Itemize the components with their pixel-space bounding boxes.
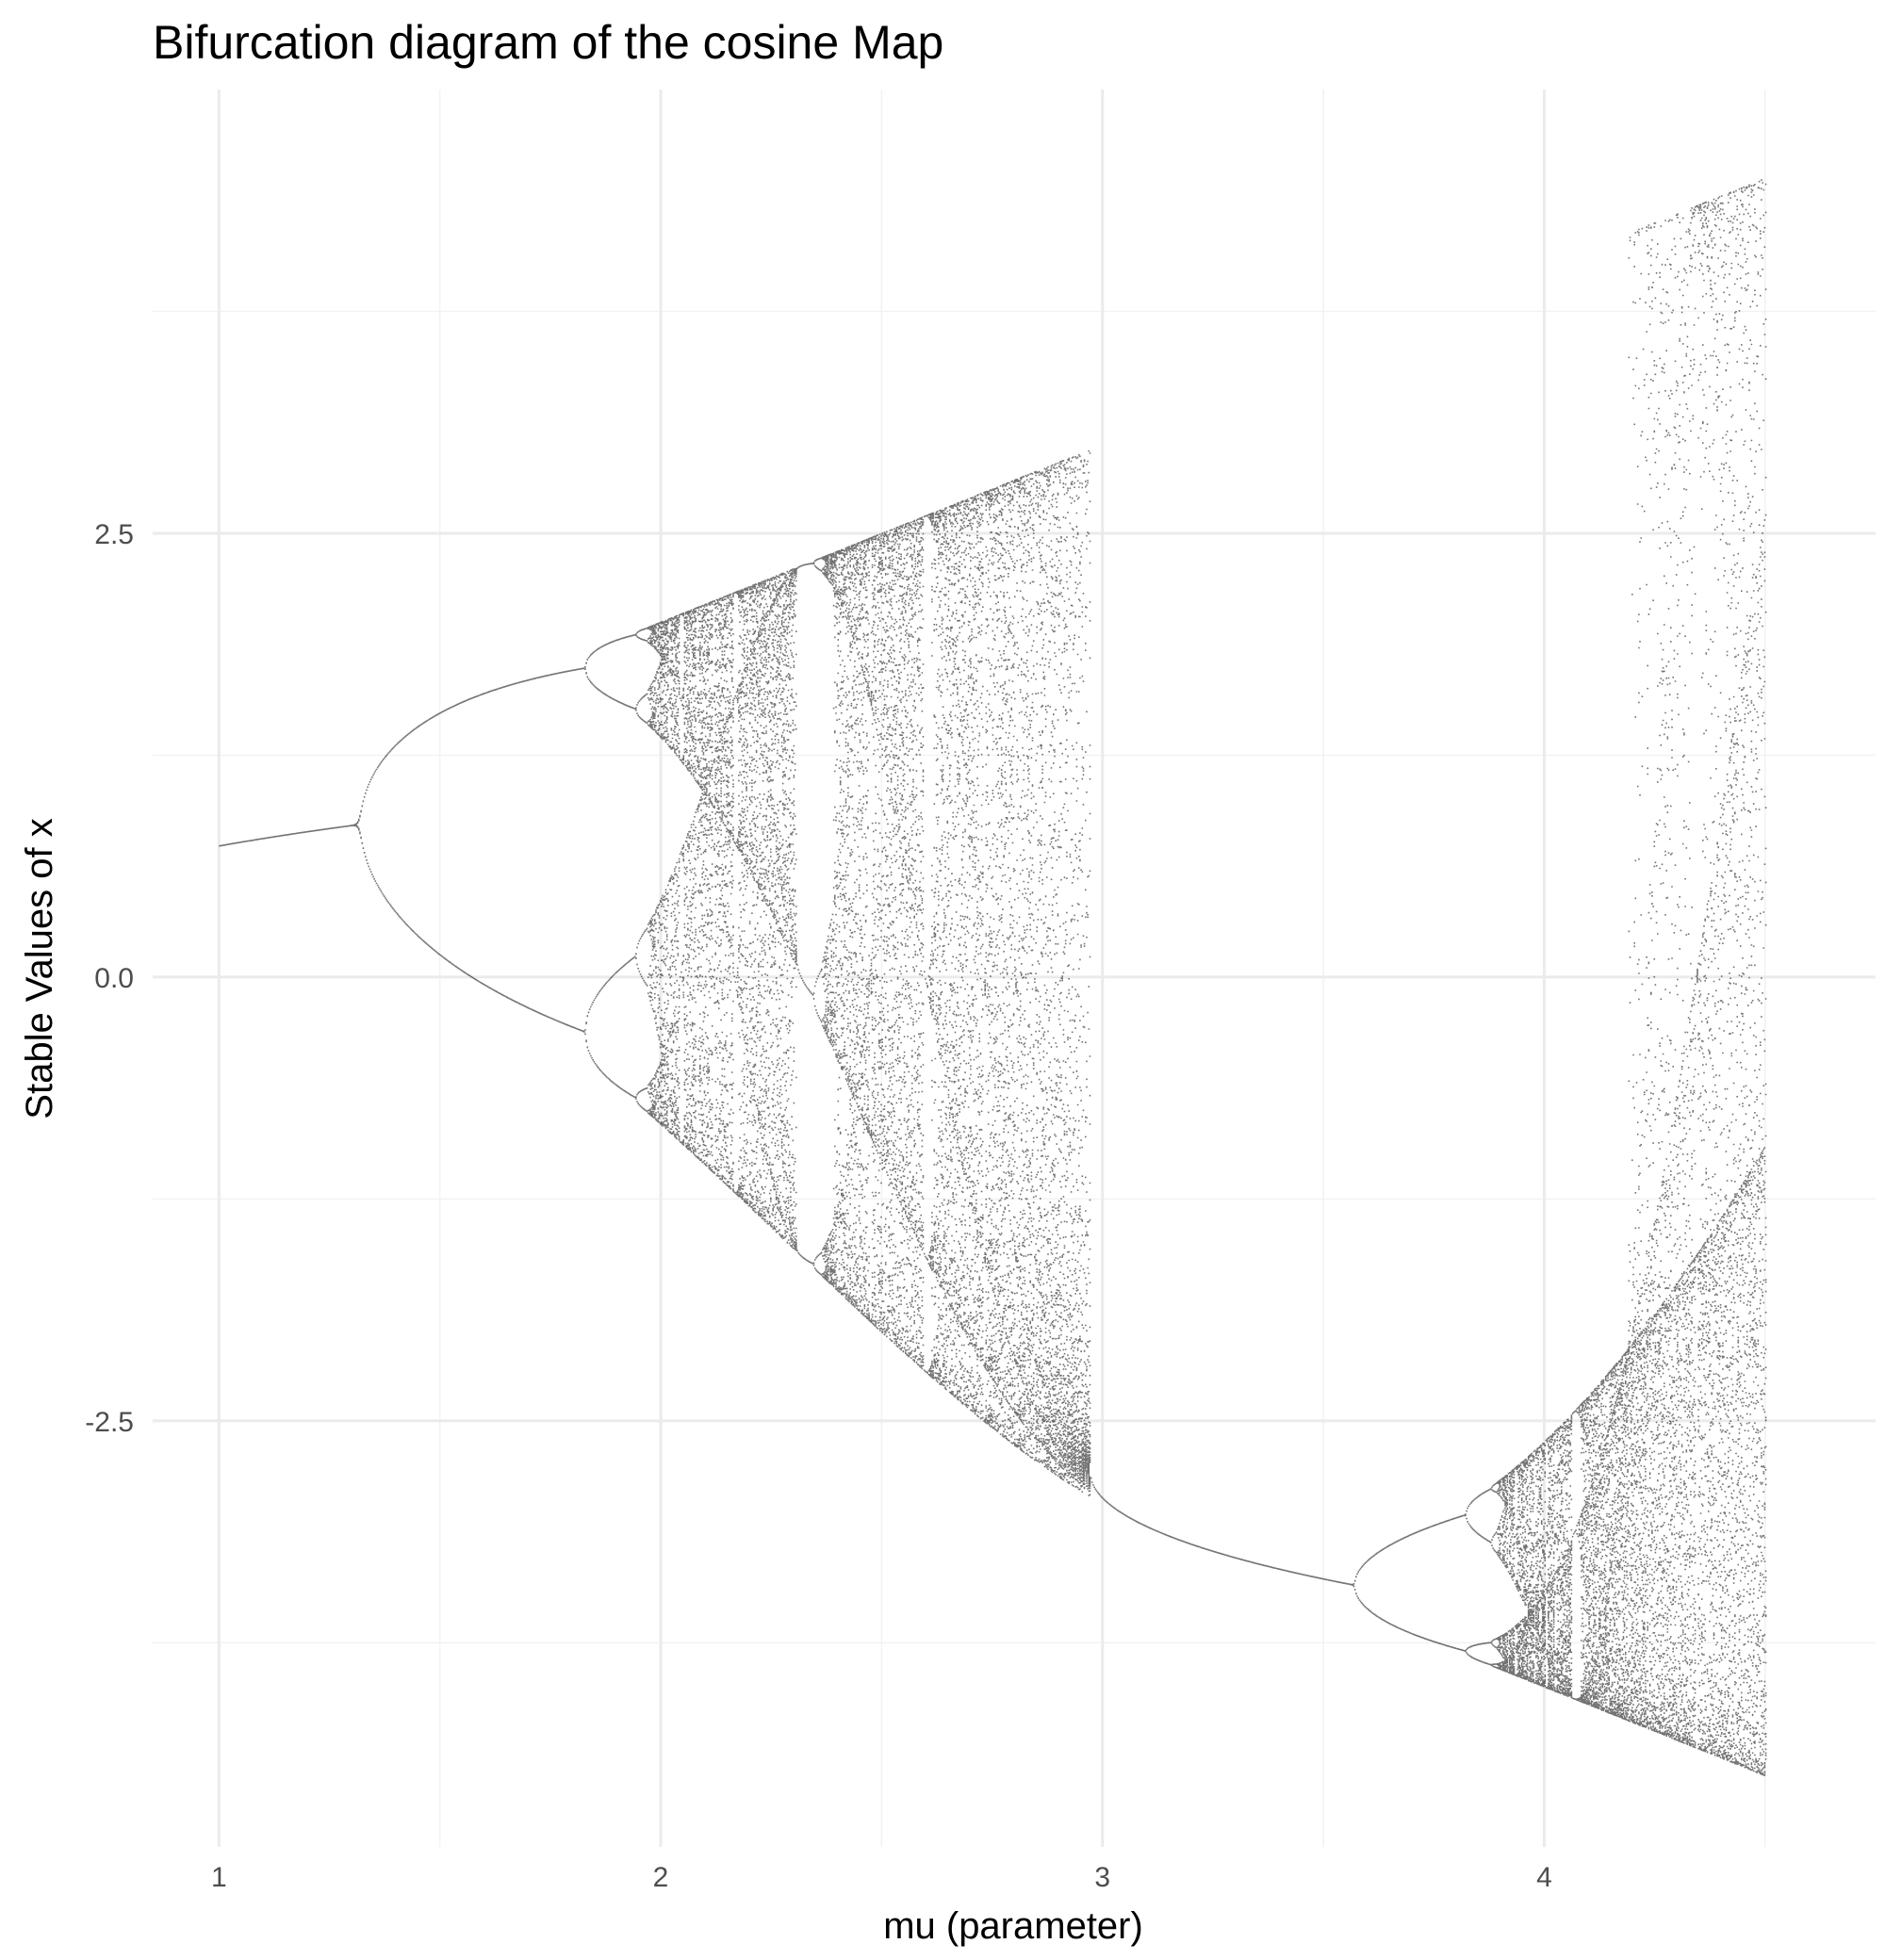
- y-tick-label: 0.0: [94, 963, 134, 994]
- x-tick-label: 2: [653, 1862, 669, 1893]
- grid-lines: [153, 90, 1876, 1847]
- chart-title: Bifurcation diagram of the cosine Map: [153, 16, 943, 69]
- x-axis-title: mu (parameter): [883, 1905, 1143, 1947]
- x-tick-label: 4: [1536, 1862, 1552, 1893]
- y-tick-label: 2.5: [94, 519, 134, 550]
- x-tick-label: 1: [211, 1862, 227, 1893]
- y-tick-label: -2.5: [85, 1407, 134, 1438]
- x-tick-label: 3: [1094, 1862, 1110, 1893]
- tick-labels: 1 2 3 4 -2.5 0.0 2.5: [85, 519, 1552, 1893]
- scatter-points: [219, 179, 1767, 1776]
- bifurcation-points: [219, 179, 1767, 1776]
- y-axis-title: Stable Values of x: [19, 818, 60, 1119]
